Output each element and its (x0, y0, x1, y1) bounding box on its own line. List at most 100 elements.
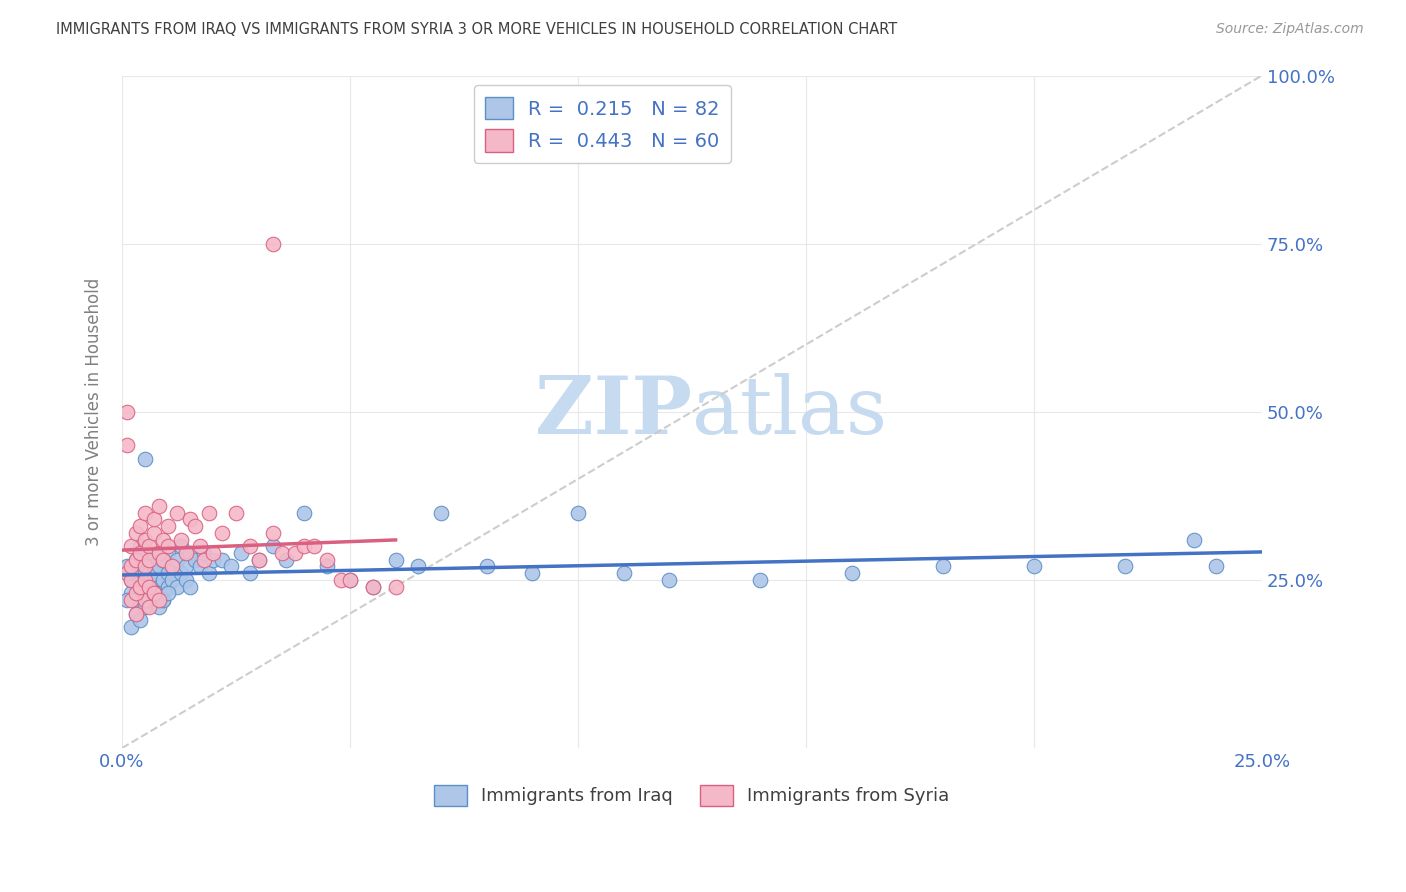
Point (160, 573, 183, 587)
Point (229, 546, 252, 560)
Point (193, 553, 215, 567)
Point (202, 553, 225, 567)
Point (160, 559, 183, 574)
Point (156, 539, 179, 553)
Point (115, 566, 138, 581)
Point (156, 519, 179, 533)
Point (247, 553, 270, 567)
Point (170, 533, 193, 547)
Point (221, 559, 243, 574)
Text: IMMIGRANTS FROM IRAQ VS IMMIGRANTS FROM SYRIA 3 OR MORE VEHICLES IN HOUSEHOLD CO: IMMIGRANTS FROM IRAQ VS IMMIGRANTS FROM … (56, 22, 897, 37)
Point (148, 499, 170, 513)
Point (156, 586, 179, 600)
Point (156, 546, 179, 560)
Point (125, 607, 148, 621)
Point (152, 553, 174, 567)
Point (134, 599, 156, 614)
Point (148, 599, 170, 614)
Point (170, 539, 193, 553)
Point (294, 506, 316, 520)
Point (932, 559, 955, 574)
Point (134, 573, 156, 587)
Point (294, 539, 316, 553)
Point (115, 593, 138, 607)
Point (143, 525, 166, 540)
Point (134, 506, 156, 520)
Point (613, 566, 636, 581)
Point (125, 586, 148, 600)
Point (143, 586, 166, 600)
Point (160, 559, 183, 574)
Point (1182, 533, 1205, 547)
Point (302, 539, 325, 553)
Point (125, 553, 148, 567)
Point (152, 573, 174, 587)
Point (166, 553, 188, 567)
Point (129, 539, 152, 553)
Point (134, 593, 156, 607)
Point (749, 573, 772, 587)
Point (129, 580, 152, 594)
Point (129, 546, 152, 560)
Point (239, 566, 262, 581)
Point (152, 593, 174, 607)
Text: ZIP: ZIP (534, 373, 692, 450)
Point (184, 519, 207, 533)
Point (138, 566, 160, 581)
Point (170, 566, 193, 581)
Point (120, 573, 142, 587)
Point (239, 539, 262, 553)
Point (134, 559, 156, 574)
Point (120, 573, 142, 587)
Point (329, 573, 352, 587)
Point (138, 553, 160, 567)
Point (148, 593, 170, 607)
Point (211, 553, 233, 567)
Text: atlas: atlas (692, 373, 887, 450)
Point (197, 566, 219, 581)
Point (430, 506, 453, 520)
Point (138, 599, 160, 614)
Point (125, 566, 148, 581)
Point (134, 451, 156, 466)
Point (125, 525, 148, 540)
Point (115, 438, 138, 452)
Point (148, 546, 170, 560)
Point (408, 559, 430, 574)
Point (1114, 559, 1136, 574)
Point (138, 593, 160, 607)
Point (1205, 559, 1227, 574)
Point (134, 586, 156, 600)
Point (841, 566, 863, 581)
Point (225, 506, 247, 520)
Point (316, 553, 339, 567)
Y-axis label: 3 or more Vehicles in Household: 3 or more Vehicles in Household (86, 277, 103, 546)
Point (152, 533, 174, 547)
Point (156, 566, 179, 581)
Point (384, 580, 406, 594)
Point (247, 553, 270, 567)
Point (120, 620, 142, 634)
Point (152, 553, 174, 567)
Point (156, 580, 179, 594)
Point (148, 580, 170, 594)
Point (143, 573, 166, 587)
Point (522, 566, 544, 581)
Point (143, 559, 166, 574)
Point (134, 559, 156, 574)
Point (129, 613, 152, 627)
Point (129, 519, 152, 533)
Point (138, 580, 160, 594)
Point (125, 593, 148, 607)
Point (658, 573, 681, 587)
Point (143, 586, 166, 600)
Point (184, 553, 207, 567)
Point (276, 553, 298, 567)
Point (143, 566, 166, 581)
Point (148, 559, 170, 574)
Point (115, 405, 138, 419)
Point (120, 539, 142, 553)
Point (384, 553, 406, 567)
Point (120, 586, 142, 600)
Point (138, 539, 160, 553)
